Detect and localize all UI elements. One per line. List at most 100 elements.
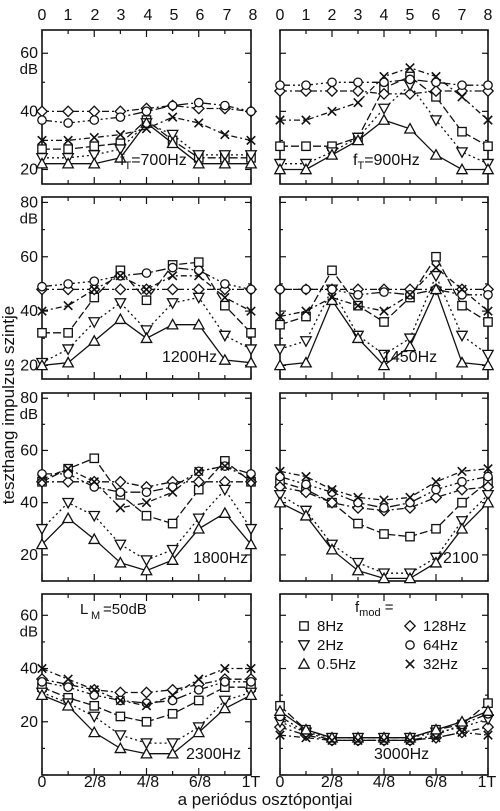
legend-label: 32Hz [423,656,458,673]
data-point [431,262,441,273]
data-point [87,150,101,162]
data-point [167,708,178,719]
top-tick-label: 4 [144,7,153,24]
data-point [379,735,389,746]
data-point [114,741,127,754]
data-point [457,466,467,477]
y-unit-label: dB [20,61,38,78]
legend-entry: 64Hz [405,637,458,654]
data-point [353,492,363,503]
data-point [351,564,365,576]
top-tick-labels: 0 1 2 3 4 5 6 7 8 0 1 2 3 4 5 6 7 8 [38,7,493,24]
data-point [327,292,337,303]
data-point [483,80,493,91]
data-point [220,292,230,303]
data-point [455,162,469,175]
data-point [114,151,127,163]
data-point [457,92,467,102]
top-tick-label: 6 [432,7,441,24]
y-unit-label: dB [20,210,38,227]
data-point [275,115,285,125]
top-tick-label: 5 [170,7,179,24]
data-point [457,284,467,295]
data-point [193,674,204,684]
data-point [89,132,100,143]
data-point [140,686,153,699]
data-point [193,466,204,477]
data-point [275,319,285,330]
data-point [89,276,100,287]
legend-label: 0.5Hz [317,656,356,673]
data-point [379,317,389,327]
data-point [353,300,363,311]
data-point [89,477,100,487]
data-point [166,747,179,759]
panel-label: 3000Hz [374,746,429,763]
top-tick-label: 4 [380,7,389,24]
y-unit-label: dB [20,623,38,640]
data-point [218,157,232,169]
chart-panel: 2100 [273,392,495,584]
data-point [403,339,417,352]
data-point [481,358,495,371]
data-point [353,97,363,108]
series-line [279,468,489,501]
data-point [483,306,493,316]
data-point [377,87,391,101]
y-tick-label: 60 [20,45,38,62]
y-tick-label: 40 [20,103,38,120]
data-point [141,487,152,498]
data-point [379,503,389,513]
data-point [244,475,258,488]
data-point [140,564,153,576]
data-point [192,102,205,115]
data-point [141,716,152,727]
y-tick-label: 40 [20,495,38,512]
data-point [37,306,47,316]
top-tick-label: 1 [64,7,73,24]
data-point [431,71,441,82]
data-point [429,556,443,568]
data-point [327,77,337,88]
data-point [141,106,152,117]
data-point [353,735,363,746]
panel-label: 1450Hz [382,349,437,366]
data-point [115,695,126,706]
data-point [63,674,73,684]
series-line [41,296,252,364]
data-point [89,141,100,152]
data-point [327,265,337,276]
data-point [37,144,47,154]
data-point [140,555,153,567]
data-point [457,126,467,137]
bottom-tick-labels: 0 2/8 4/8 6/8 1T 0 2/8 4/8 6/8 1T [38,774,497,791]
data-point [140,747,153,759]
data-point [429,84,443,98]
data-point [301,471,311,482]
data-point [351,331,365,344]
data-point [403,87,417,101]
panel-label: fT=900Hz [353,152,420,172]
data-point [87,317,101,329]
legend-label: 2Hz [317,637,344,654]
data-point [61,699,75,711]
data-point [429,491,443,504]
y-unit-label: dB [20,406,38,423]
data-point [457,727,467,738]
data-point [327,284,337,295]
data-point [35,688,49,700]
data-point [37,327,47,338]
data-point [166,136,179,149]
data-point [379,306,389,316]
data-point [403,571,417,584]
legend-marker [403,619,417,633]
data-point [89,700,100,711]
data-point [481,496,495,508]
data-point [455,516,469,528]
data-point [61,356,75,368]
top-tick-label: 5 [406,7,415,24]
